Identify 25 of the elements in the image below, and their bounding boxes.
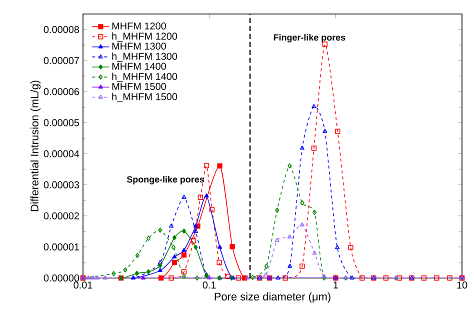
x-tick-label: 10	[457, 282, 468, 289]
legend-label: MHFM 1500	[112, 82, 166, 90]
y-axis-title: Differential Intrusion (mL/g)	[30, 80, 41, 212]
x-tick-label: 0.1	[202, 282, 216, 289]
y-tick-label: 0.00005	[44, 119, 80, 126]
x-tick-label: 0.01	[74, 282, 92, 289]
y-tick-label: 0.00001	[44, 243, 79, 250]
legend-label: h_MHFM 1200	[112, 32, 178, 42]
legend-label: h_MHFM 1400	[112, 72, 178, 82]
y-tick-label: 0.00006	[44, 88, 80, 96]
y-tick-label: 0.00008	[44, 26, 80, 34]
y-tick-label: 0.00007	[44, 57, 79, 64]
y-tick-label: 0.00003	[44, 181, 80, 188]
legend-label: MHFM 1200	[112, 22, 166, 30]
y-tick-label: 0.00002	[44, 212, 79, 220]
annotation: Finger-like pores	[274, 34, 346, 42]
legend-label: h_MHFM 1500	[112, 92, 178, 102]
x-tick-label: 1	[334, 282, 338, 288]
legend-label: MHFM 1400	[112, 62, 166, 70]
x-axis-title: Pore size diameter (μm)	[214, 292, 330, 303]
legend-label: h_MHFM 1300	[112, 52, 178, 62]
annotation: Sponge-like pores	[126, 176, 204, 184]
y-tick-label: 0.00000	[44, 274, 80, 282]
y-tick-label: 0.00004	[44, 150, 80, 158]
legend-label: MHFM 1300	[112, 42, 166, 50]
